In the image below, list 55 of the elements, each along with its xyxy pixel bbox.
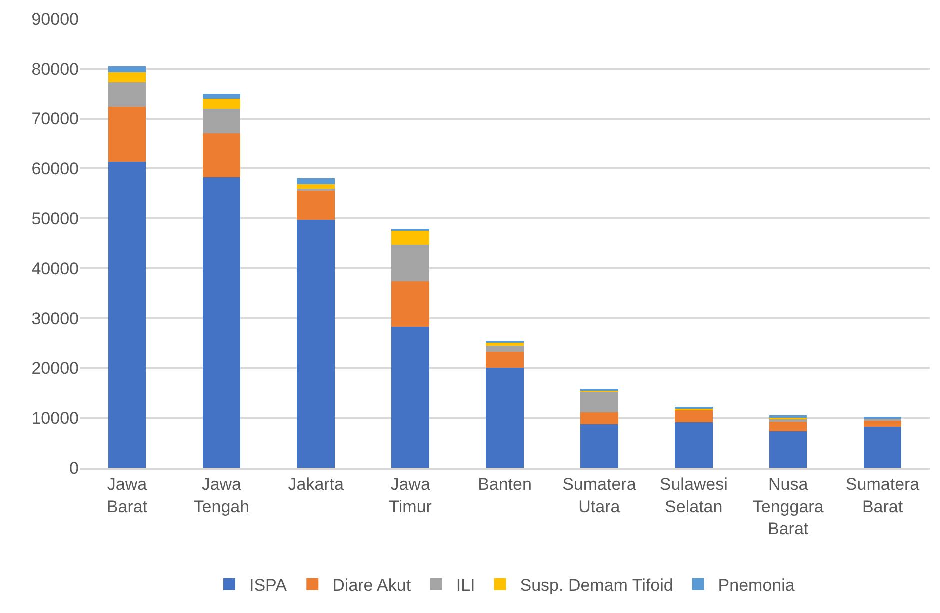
y-tick-label: 80000: [32, 60, 79, 79]
bar: [297, 178, 335, 185]
bar: [769, 422, 808, 432]
legend-label: ILI: [456, 576, 476, 595]
bar: [769, 432, 808, 468]
bar: [392, 326, 430, 468]
bar: [202, 98, 241, 109]
bar: [675, 410, 713, 423]
bar: [202, 94, 241, 99]
bar: [392, 245, 430, 282]
bar: [297, 190, 335, 220]
bar: [486, 342, 524, 346]
y-tick-label: 20000: [32, 359, 79, 378]
bar: [202, 178, 241, 468]
bar: [202, 134, 241, 178]
bar: [108, 66, 146, 72]
bar: [486, 346, 524, 352]
bar: [864, 427, 902, 468]
bar: [108, 82, 146, 107]
bar: [108, 162, 146, 468]
x-tick-label: Banten: [478, 475, 532, 494]
legend-label: Diare Akut: [332, 576, 412, 595]
bar: [202, 108, 241, 134]
legend-label: Susp. Demam Tifoid: [520, 576, 674, 595]
bar: [769, 420, 808, 422]
bar: [297, 184, 335, 190]
legend-label: ISPA: [250, 576, 288, 595]
y-tick-label: 40000: [32, 259, 79, 278]
y-tick-label: 0: [70, 458, 79, 478]
x-tick-label: Sumatera Utara: [562, 475, 637, 516]
y-tick-label: 70000: [32, 110, 79, 129]
y-tick-label: 60000: [32, 160, 79, 179]
x-tick-label: Sulawesi Selatan: [660, 475, 728, 516]
y-tick-label: 10000: [32, 409, 79, 428]
x-tick-label: Sumatera Barat: [846, 475, 920, 516]
bar: [392, 281, 430, 327]
x-tick-label: Jawa Timur: [389, 475, 432, 516]
bar: [297, 220, 335, 468]
bar: [580, 424, 618, 468]
y-tick-label: 90000: [32, 10, 79, 29]
bar: [486, 368, 524, 468]
bar: [392, 231, 430, 245]
bar: [486, 352, 524, 368]
x-tick-label: Jakarta: [288, 475, 345, 494]
x-tick-label: Jawa Barat: [106, 475, 148, 516]
y-tick-label: 50000: [32, 210, 79, 229]
bar: [108, 106, 146, 162]
y-tick-label: 30000: [32, 309, 79, 328]
x-tick-label: Nusa Tenggara Barat: [752, 475, 824, 538]
bar: [580, 412, 618, 425]
bar: [675, 422, 713, 468]
bar: [108, 72, 146, 82]
legend-label: Pnemonia: [718, 576, 796, 595]
x-tick-label: Jawa Tengah: [194, 475, 250, 516]
bar: [580, 391, 618, 413]
